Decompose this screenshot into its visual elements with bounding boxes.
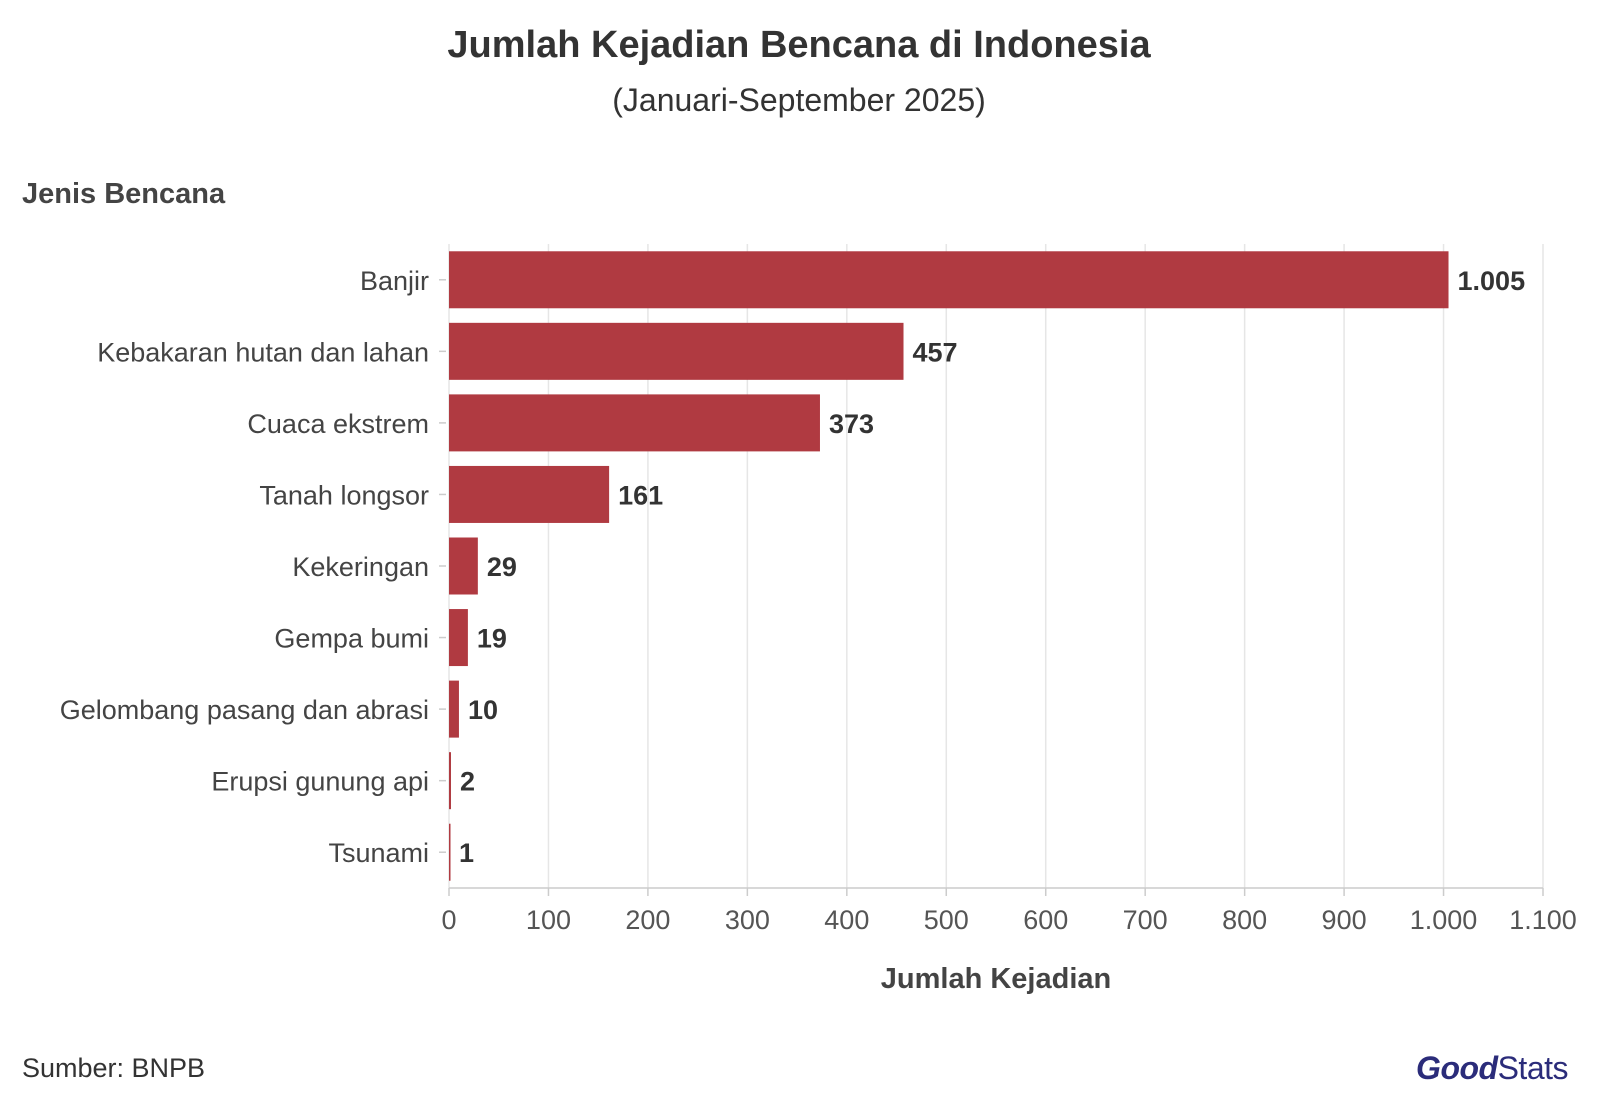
x-tick-label-4: 400 xyxy=(824,905,869,935)
chart-subtitle: (Januari-September 2025) xyxy=(612,82,986,118)
value-label-5: 19 xyxy=(477,624,507,654)
x-tick-label-5: 500 xyxy=(924,905,969,935)
x-tick-label-7: 700 xyxy=(1123,905,1168,935)
bar-5 xyxy=(449,609,468,667)
category-label-8: Tsunami xyxy=(328,838,429,868)
value-label-6: 10 xyxy=(468,695,498,725)
category-label-0: Banjir xyxy=(360,266,429,296)
bar-7 xyxy=(449,752,451,810)
category-label-6: Gelombang pasang dan abrasi xyxy=(60,695,429,725)
bar-6 xyxy=(449,680,459,738)
category-label-5: Gempa bumi xyxy=(274,624,429,654)
value-label-2: 373 xyxy=(829,409,874,439)
bar-3 xyxy=(449,465,610,523)
category-label-3: Tanah longsor xyxy=(259,480,429,510)
category-label-1: Kebakaran hutan dan lahan xyxy=(97,337,429,367)
y-axis-title: Jenis Bencana xyxy=(22,178,226,210)
bar-4 xyxy=(449,537,478,595)
x-tick-label-1: 100 xyxy=(526,905,571,935)
value-label-4: 29 xyxy=(487,552,517,582)
source-note: Sumber: BNPB xyxy=(22,1053,206,1083)
x-tick-label-2: 200 xyxy=(625,905,670,935)
category-label-7: Erupsi gunung api xyxy=(211,767,429,797)
category-label-4: Kekeringan xyxy=(292,552,429,582)
category-label-2: Cuaca ekstrem xyxy=(247,409,429,439)
value-label-3: 161 xyxy=(618,480,663,510)
x-tick-label-0: 0 xyxy=(441,905,456,935)
bar-2 xyxy=(449,394,820,452)
goodstats-logo: GoodStats xyxy=(1416,1050,1568,1087)
value-label-0: 1.005 xyxy=(1458,266,1526,296)
logo-stats-text: Stats xyxy=(1497,1050,1569,1086)
value-label-8: 1 xyxy=(459,838,474,868)
x-axis-title: Jumlah Kejadian xyxy=(881,963,1111,995)
x-tick-label-8: 800 xyxy=(1222,905,1267,935)
value-label-1: 457 xyxy=(913,337,958,367)
bar-0 xyxy=(449,251,1449,309)
x-tick-label-10: 1.000 xyxy=(1410,905,1478,935)
logo-good-text: Good xyxy=(1416,1050,1498,1086)
bar-1 xyxy=(449,322,904,380)
bar-8 xyxy=(449,823,451,881)
x-tick-label-11: 1.100 xyxy=(1509,905,1577,935)
x-tick-label-6: 600 xyxy=(1023,905,1068,935)
chart-title: Jumlah Kejadian Bencana di Indonesia xyxy=(447,24,1151,66)
value-label-7: 2 xyxy=(460,767,475,797)
x-tick-label-9: 900 xyxy=(1322,905,1367,935)
x-tick-label-3: 300 xyxy=(725,905,770,935)
